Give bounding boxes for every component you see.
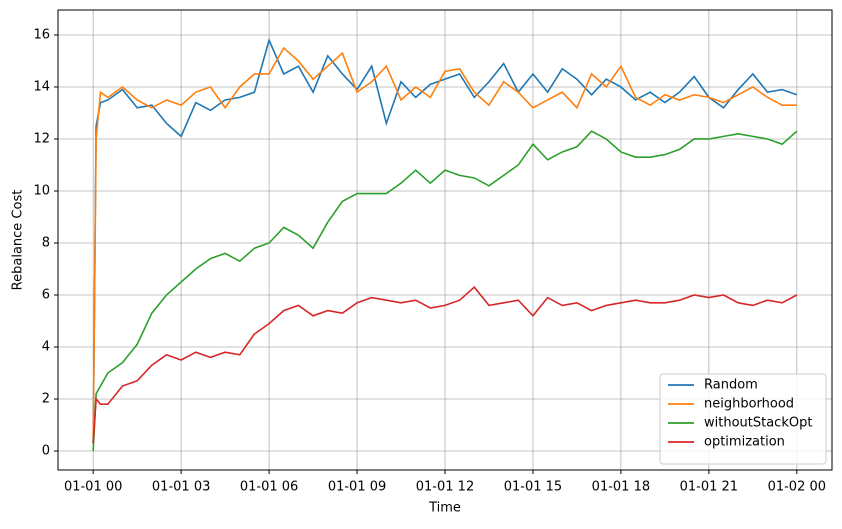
plot-frame	[57, 9, 833, 471]
y-tick-label: 12	[33, 131, 50, 146]
legend-label: Random	[704, 378, 758, 393]
legend-label: optimization	[704, 435, 785, 450]
y-tick-label: 16	[33, 27, 50, 42]
series-line	[92, 46, 797, 444]
y-tick-label: 6	[42, 287, 50, 302]
x-tick-label: 01-01 03	[152, 480, 210, 495]
x-tick-label: 01-02 00	[768, 480, 826, 495]
y-tick-label: 14	[33, 79, 50, 94]
x-axis-label: Time	[428, 501, 461, 516]
x-tick-label: 01-01 18	[592, 480, 650, 495]
legend-label: neighborhood	[704, 397, 794, 412]
series-line	[92, 37, 798, 444]
y-tick-label: 2	[42, 392, 50, 407]
x-tick-label: 01-01 09	[328, 480, 386, 495]
legend-box	[659, 373, 827, 465]
y-axis-label: Rebalance Cost	[11, 190, 26, 291]
x-tick-label: 01-01 21	[680, 480, 738, 495]
series-line	[92, 130, 798, 452]
x-tick-label: 01-01 00	[64, 480, 122, 495]
x-tick-label: 01-01 12	[416, 480, 474, 495]
y-tick-label: 4	[42, 340, 50, 355]
series-line	[92, 286, 798, 444]
legend-label: withoutStackOpt	[704, 416, 812, 431]
x-tick-label: 01-01 06	[240, 480, 298, 495]
y-tick-label: 8	[42, 235, 50, 250]
y-tick-label: 0	[42, 444, 50, 459]
y-tick-label: 10	[33, 183, 50, 198]
x-tick-label: 01-01 15	[504, 480, 562, 495]
